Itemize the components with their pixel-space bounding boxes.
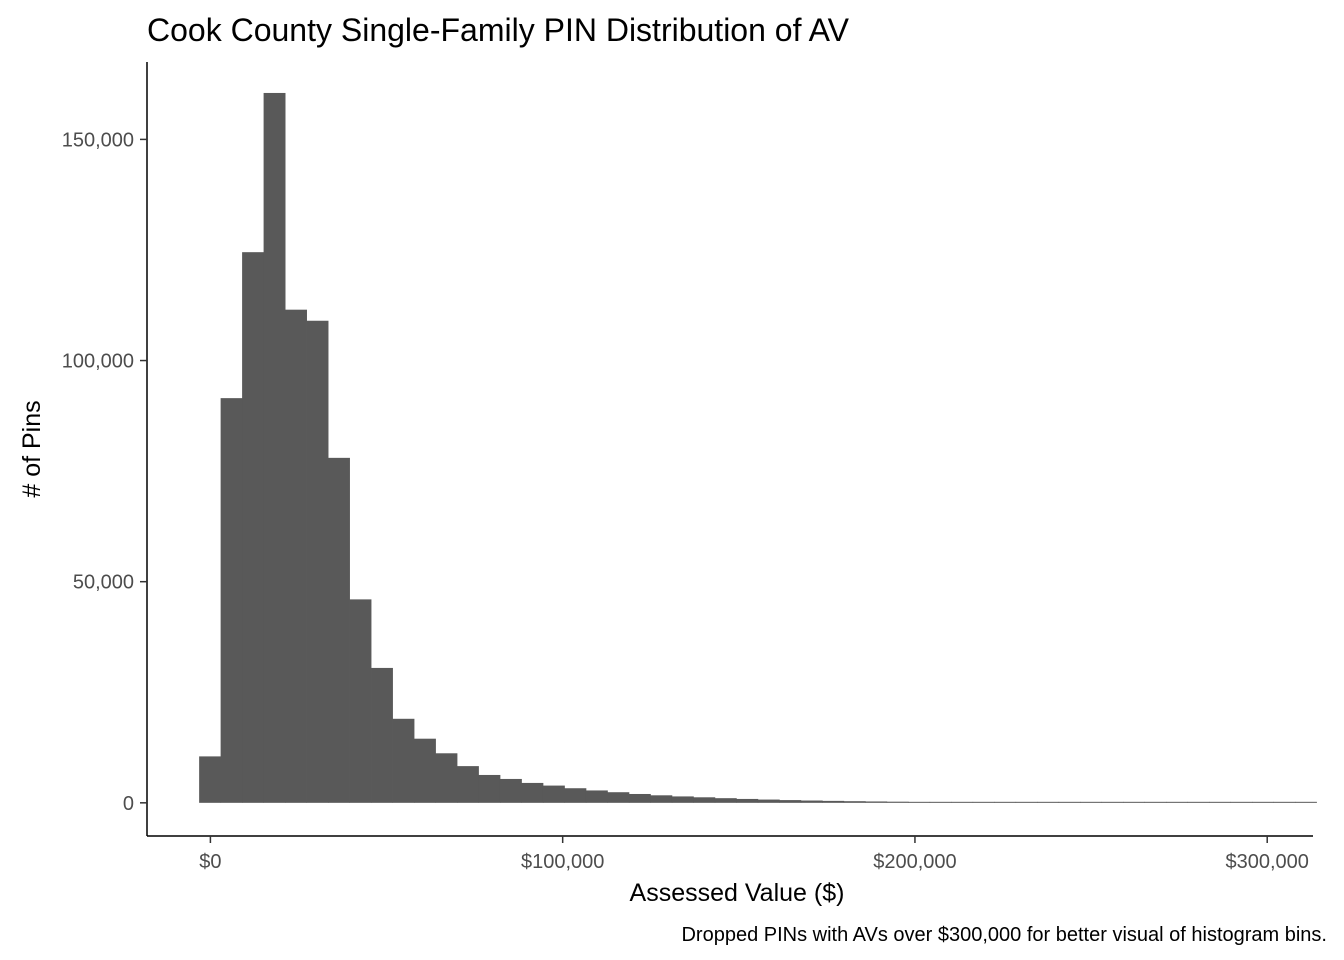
histogram-bar bbox=[392, 718, 415, 803]
y-tick-label: 100,000 bbox=[62, 351, 134, 373]
x-axis-ticks: $0 $100,000 $200,000 $300,000 bbox=[199, 836, 1309, 873]
x-axis-label: Assessed Value ($) bbox=[630, 879, 845, 907]
y-tick-label: 50,000 bbox=[73, 572, 134, 594]
histogram-bar bbox=[521, 782, 544, 803]
histogram-bar bbox=[800, 800, 823, 803]
histogram-bar bbox=[929, 801, 952, 803]
x-tick-label: $0 bbox=[199, 851, 221, 873]
y-tick-label: 0 bbox=[123, 793, 134, 815]
histogram-bar bbox=[199, 756, 222, 803]
histogram-bar bbox=[1080, 801, 1103, 803]
histogram-bar bbox=[736, 798, 759, 803]
histogram-bar bbox=[1058, 801, 1081, 803]
histogram-bars bbox=[199, 92, 1317, 803]
histogram-bar bbox=[306, 320, 329, 803]
histogram-bar bbox=[693, 797, 716, 803]
histogram-bar bbox=[757, 799, 780, 803]
histogram-bar bbox=[843, 801, 866, 803]
histogram-bar bbox=[1230, 801, 1253, 803]
histogram-bar bbox=[822, 800, 845, 803]
histogram-bar bbox=[1166, 801, 1188, 803]
histogram-bar bbox=[1295, 801, 1317, 803]
histogram-bar bbox=[908, 801, 931, 803]
histogram-bar bbox=[650, 795, 673, 803]
histogram-bar bbox=[714, 798, 737, 803]
histogram-bar bbox=[456, 766, 479, 803]
histogram-bar bbox=[865, 801, 888, 803]
histogram-bar bbox=[779, 800, 802, 803]
histogram-bar bbox=[414, 738, 436, 803]
histogram-bar bbox=[435, 753, 458, 803]
histogram-bar bbox=[1252, 801, 1274, 803]
histogram-bar bbox=[542, 785, 565, 803]
chart-caption: Dropped PINs with AVs over $300,000 for … bbox=[681, 924, 1327, 946]
histogram-bar bbox=[585, 790, 608, 803]
histogram-bar bbox=[220, 398, 243, 803]
histogram-bar bbox=[285, 309, 307, 803]
histogram-bar bbox=[628, 793, 651, 803]
x-tick-label: $300,000 bbox=[1225, 851, 1308, 873]
y-tick-label: 150,000 bbox=[62, 129, 134, 151]
histogram-bar bbox=[951, 801, 974, 803]
histogram-bar bbox=[263, 92, 286, 803]
x-tick-label: $200,000 bbox=[873, 851, 956, 873]
histogram-bar bbox=[994, 801, 1017, 803]
histogram-bar bbox=[972, 801, 995, 803]
histogram-bar bbox=[1273, 801, 1296, 803]
x-tick-label: $100,000 bbox=[521, 851, 604, 873]
histogram-bar bbox=[242, 252, 264, 803]
histogram-bar bbox=[1037, 801, 1060, 803]
y-axis-label: # of Pins bbox=[18, 400, 46, 497]
histogram-bar bbox=[564, 788, 587, 803]
histogram-bar bbox=[1015, 801, 1038, 803]
histogram-bar bbox=[1187, 801, 1210, 803]
histogram-bar bbox=[478, 774, 501, 803]
histogram-bar bbox=[499, 778, 522, 803]
histogram-bar bbox=[1144, 801, 1167, 803]
chart-title: Cook County Single-Family PIN Distributi… bbox=[147, 12, 850, 48]
histogram-bar bbox=[349, 599, 372, 803]
histogram-bar bbox=[671, 796, 694, 803]
histogram-bar bbox=[371, 667, 393, 803]
histogram-bar bbox=[1123, 801, 1146, 803]
histogram-bar bbox=[607, 792, 630, 803]
histogram-bar bbox=[1101, 801, 1124, 803]
histogram-bar bbox=[1209, 801, 1231, 803]
histogram-bar bbox=[886, 801, 909, 803]
histogram-bar bbox=[328, 457, 350, 803]
y-axis-ticks: 0 50,000 100,000 150,000 bbox=[62, 129, 147, 815]
